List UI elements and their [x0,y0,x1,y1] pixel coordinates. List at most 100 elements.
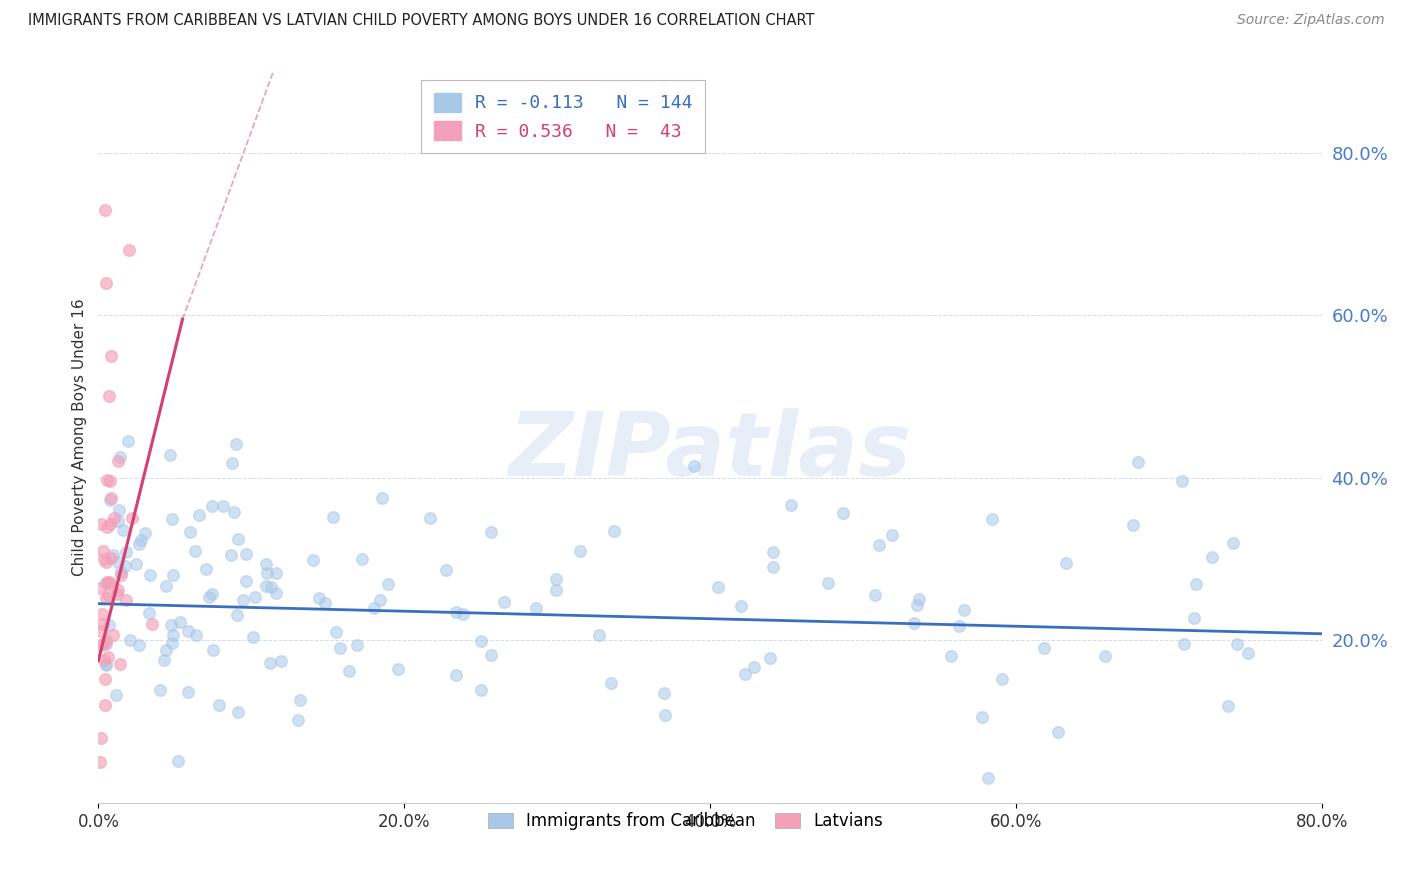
Point [287,713,309,727]
Point [90,517,112,532]
Point [544,572,567,586]
Point [93,637,115,651]
Point [89,755,111,769]
Text: IMMIGRANTS FROM CARIBBEAN VS LATVIAN CHILD POVERTY AMONG BOYS UNDER 16 CORRELATI: IMMIGRANTS FROM CARIBBEAN VS LATVIAN CHI… [28,13,814,29]
Point [346,638,368,652]
Point [235,547,257,561]
Point [1122,518,1144,533]
Point [212,499,235,513]
Text: Source: ZipAtlas.com: Source: ZipAtlas.com [1237,13,1385,28]
Point [93,544,115,558]
Point [1226,637,1249,651]
Point [817,576,839,591]
Point [125,558,148,572]
Point [93,672,115,686]
Point [1201,549,1223,564]
Point [470,683,492,698]
Point [264,566,287,580]
Point [129,533,152,547]
Point [118,243,141,257]
Point [1182,611,1205,625]
Point [1184,577,1206,591]
Point [371,491,394,506]
Point [683,458,706,473]
Point [1218,698,1240,713]
Point [991,672,1014,686]
Point [184,628,207,642]
Point [94,555,117,569]
Point [184,544,207,558]
Point [104,688,127,702]
Point [1173,637,1195,651]
Point [970,710,993,724]
Point [98,517,121,532]
Point [762,560,785,574]
Point [188,508,211,523]
Point [100,551,122,566]
Point [107,454,129,468]
Point [121,511,143,525]
Point [492,595,515,609]
Point [94,657,117,671]
Point [93,653,115,667]
Point [1222,536,1244,550]
Point [569,544,592,558]
Point [160,511,183,525]
Point [1054,556,1077,570]
Point [149,683,172,698]
Point [94,658,117,673]
Point [98,574,121,589]
Point [101,628,124,642]
Point [1094,648,1116,663]
Point [108,503,131,517]
Point [363,601,385,615]
Point [436,563,458,577]
Point [128,638,150,652]
Point [222,505,245,519]
Point [256,566,278,580]
Point [115,592,138,607]
Point [219,548,242,562]
Point [94,576,117,591]
Point [544,583,567,598]
Point [603,524,626,538]
Point [98,618,121,632]
Point [1032,641,1054,656]
Point [270,654,292,668]
Point [90,607,112,621]
Point [953,602,976,616]
Point [524,601,547,615]
Point [162,568,184,582]
Point [153,653,176,667]
Point [780,498,803,512]
Point [225,437,247,451]
Point [197,591,219,605]
Point [444,667,467,681]
Point [96,520,118,534]
Point [94,637,117,651]
Point [108,450,131,464]
Point [654,707,676,722]
Point [832,506,855,520]
Point [94,276,117,290]
Point [98,389,121,403]
Point [1126,455,1149,469]
Point [470,634,492,648]
Point [939,649,962,664]
Point [179,524,201,539]
Point [337,664,360,678]
Point [160,618,183,632]
Point [91,617,114,632]
Point [107,582,129,597]
Point [302,553,325,567]
Point [908,591,931,606]
Point [201,643,224,657]
Point [387,662,409,676]
Point [734,667,756,681]
Point [226,532,249,546]
Point [419,511,441,525]
Point [652,686,675,700]
Point [90,624,112,638]
Point [94,591,117,605]
Point [110,657,132,672]
